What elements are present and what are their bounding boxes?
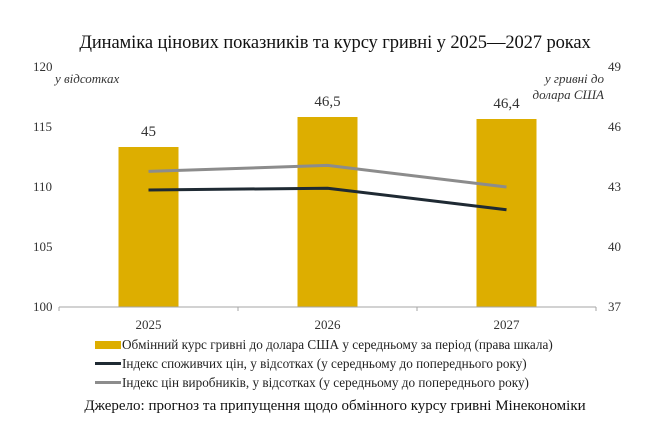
bar-2027 — [476, 119, 537, 307]
legend-label: Індекс споживчих цін, у відсотках (у сер… — [122, 355, 527, 371]
x-axis-label-2026: 2026 — [315, 317, 342, 332]
legend-swatch-line — [95, 381, 121, 384]
left-axis-tick-label: 100 — [33, 299, 53, 314]
legend-item-exchange-rate: Обмінний курс гривні до долара США у сер… — [95, 335, 553, 354]
right-axis-unit-label-line1: у гривні до — [543, 71, 605, 86]
right-axis-unit-label-line2: долара США — [533, 87, 605, 102]
right-axis-tick-label: 49 — [608, 59, 621, 74]
bar-data-labels: 45 46,5 46,4 — [141, 94, 520, 140]
left-axis-tick-label: 105 — [33, 239, 53, 254]
legend-item-ppi: Індекс цін виробників, у відсотках (у се… — [95, 373, 553, 392]
left-axis-ticks: 100 105 110 115 120 — [33, 59, 53, 314]
x-axis-label-2027: 2027 — [494, 317, 521, 332]
bar-2026 — [297, 117, 358, 307]
left-axis-unit-label: у відсотках — [53, 71, 119, 86]
bar-data-label-2027: 46,4 — [493, 96, 520, 112]
x-axis-ticks — [58, 307, 597, 311]
left-axis-tick-label: 110 — [33, 179, 52, 194]
legend-label: Обмінний курс гривні до долара США у сер… — [122, 336, 553, 352]
right-axis-tick-label: 43 — [608, 179, 621, 194]
right-axis-tick-label: 40 — [608, 239, 621, 254]
bar-2025 — [118, 147, 179, 307]
bar-series — [118, 117, 537, 307]
bar-data-label-2025: 45 — [141, 124, 156, 140]
legend-swatch-bar — [95, 340, 121, 349]
line-series — [148, 163, 507, 212]
legend-swatch-line — [95, 362, 121, 365]
chart-title: Динаміка цінових показників та курсу гри… — [79, 33, 591, 53]
x-axis-labels: 2025 2026 2027 — [136, 317, 521, 332]
right-axis-tick-label: 37 — [608, 299, 622, 314]
right-axis-tick-label: 46 — [608, 119, 622, 134]
x-axis-label-2025: 2025 — [136, 317, 162, 332]
bar-data-label-2026: 46,5 — [314, 94, 340, 110]
legend-item-cpi: Індекс споживчих цін, у відсотках (у сер… — [95, 354, 553, 373]
source-note: Джерело: прогноз та припущення щодо обмі… — [84, 398, 586, 414]
left-axis-tick-label: 115 — [33, 119, 52, 134]
legend-label: Індекс цін виробників, у відсотках (у се… — [122, 374, 529, 390]
left-axis-tick-label: 120 — [33, 59, 53, 74]
legend: Обмінний курс гривні до долара США у сер… — [95, 335, 553, 392]
right-axis-ticks: 37 40 43 46 49 — [608, 59, 622, 314]
chart-plot-area: 100 105 110 115 120 37 40 43 46 49 у відсотках у… — [33, 59, 622, 332]
